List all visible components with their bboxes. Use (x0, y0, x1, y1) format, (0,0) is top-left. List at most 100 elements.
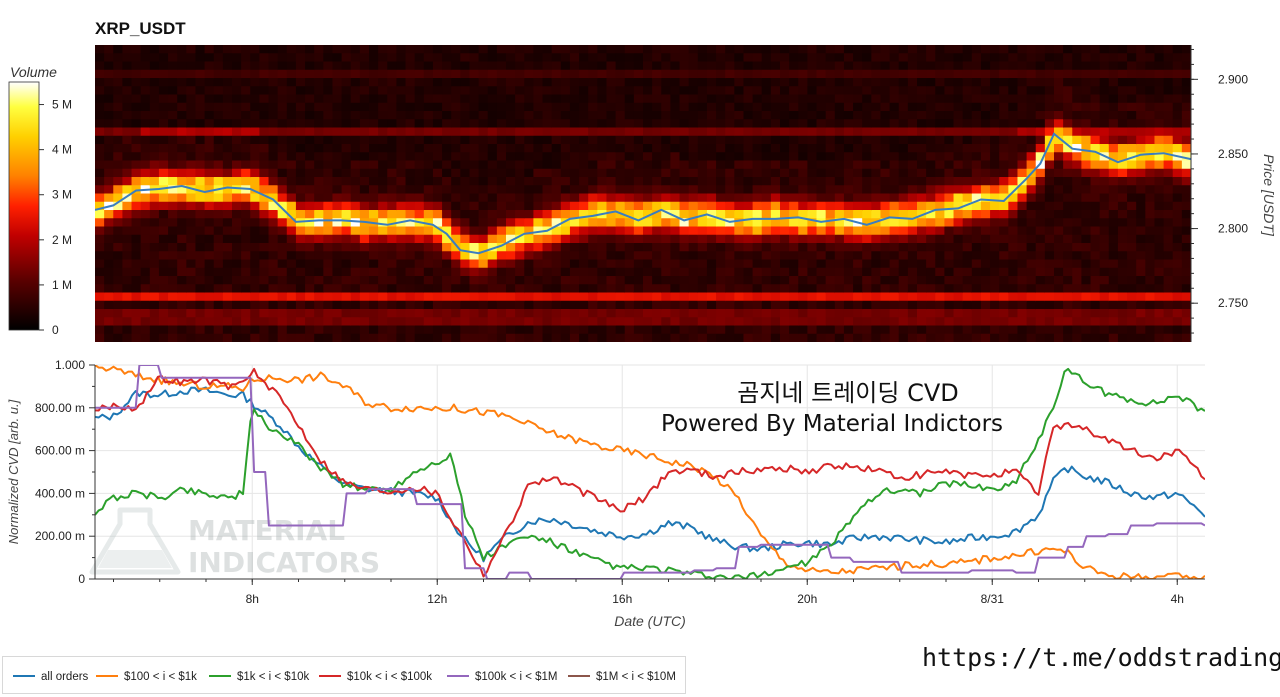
heatmap-cell (332, 45, 343, 54)
heatmap-cell (588, 102, 598, 112)
heatmap-cell (871, 69, 882, 79)
heatmap-cell (95, 292, 105, 302)
heatmap-cell (697, 201, 708, 211)
heatmap-cell (506, 300, 516, 310)
heatmap-cell (506, 111, 516, 120)
heatmap-cell (843, 119, 854, 129)
heatmap-cell (1035, 210, 1046, 219)
heatmap-cell (898, 160, 909, 170)
heatmap-cell (149, 251, 160, 261)
legend-item[interactable]: $1k < i < $10k (209, 671, 309, 683)
heatmap-cell (533, 45, 544, 54)
heatmap-cell (1163, 234, 1174, 244)
heatmap-cell (834, 226, 845, 236)
heatmap-cell (396, 111, 407, 120)
heatmap-cell (1117, 53, 1128, 63)
heatmap-cell (871, 251, 882, 261)
heatmap-cell (606, 193, 617, 203)
heatmap-cell (1090, 86, 1101, 96)
heatmap-cell (643, 193, 653, 203)
heatmap-cell (1154, 86, 1165, 96)
heatmap-cell (341, 218, 352, 228)
heatmap-cell (1099, 317, 1110, 327)
heatmap-cell (944, 168, 955, 178)
heatmap-cell (149, 259, 160, 269)
heatmap-cell (350, 111, 361, 120)
heatmap-cell (314, 309, 324, 318)
heatmap-cell (816, 152, 827, 162)
heatmap-cell (615, 78, 626, 87)
legend-item[interactable]: all orders (13, 671, 88, 683)
heatmap-cell (222, 226, 233, 236)
heatmap-cell (834, 259, 845, 269)
heatmap-cell (551, 177, 562, 186)
heatmap-cell (359, 61, 370, 71)
heatmap-cell (743, 333, 754, 342)
heatmap-cell (241, 69, 251, 79)
legend-item[interactable]: $10k < i < $100k (319, 671, 432, 683)
heatmap-cell (432, 210, 443, 219)
heatmap-cell (716, 61, 726, 71)
heatmap-cell (962, 309, 973, 318)
heatmap-cell (980, 168, 991, 178)
heatmap-cell (917, 177, 927, 186)
heatmap-cell (131, 78, 142, 87)
heatmap-cell (1099, 292, 1110, 302)
heatmap-cell (624, 284, 635, 294)
heatmap-cell (697, 193, 708, 203)
heatmap-cell (825, 243, 836, 252)
telegram-link[interactable]: https://t.me/oddstrading2 (922, 643, 1280, 672)
legend-item[interactable]: $1M < i < $10M (568, 671, 676, 683)
heatmap-cell (1117, 185, 1128, 195)
heatmap-y-tick-label: 2.750 (1218, 296, 1248, 310)
heatmap-cell (1035, 185, 1046, 195)
heatmap-cell (716, 177, 726, 186)
heatmap-cell (496, 53, 507, 63)
heatmap-cell (277, 111, 288, 120)
heatmap-cell (1145, 94, 1156, 104)
heatmap-cell (560, 78, 571, 87)
heatmap-cell (149, 86, 160, 96)
heatmap-cell (716, 78, 726, 87)
heatmap-cell (451, 218, 461, 228)
heatmap-cell (551, 218, 562, 228)
heatmap-cell (661, 45, 671, 54)
heatmap-cell (542, 177, 553, 186)
heatmap-cell (341, 292, 352, 302)
heatmap-cell (1017, 119, 1028, 129)
heatmap-cell (496, 210, 507, 219)
heatmap-cell (880, 111, 891, 120)
legend-item[interactable]: $100k < i < $1M (447, 671, 557, 683)
heatmap-cell (1145, 201, 1156, 211)
heatmap-cell (1035, 94, 1046, 104)
heatmap-cell (250, 333, 260, 342)
heatmap-cell (725, 226, 735, 236)
heatmap-cell (222, 152, 233, 162)
heatmap-cell (1145, 152, 1156, 162)
heatmap-cell (131, 61, 142, 71)
heatmap-cell (770, 111, 781, 120)
heatmap-cell (661, 152, 671, 162)
heatmap-cell (277, 185, 288, 195)
heatmap-cell (853, 243, 863, 252)
heatmap-cell (350, 234, 361, 244)
heatmap-cell (569, 317, 580, 327)
heatmap-cell (478, 234, 489, 244)
heatmap-cell (706, 111, 717, 120)
legend-item[interactable]: $100 < i < $1k (96, 671, 197, 683)
heatmap-cell (168, 144, 178, 153)
heatmap-cell (131, 45, 142, 54)
heatmap-cell (1017, 69, 1028, 79)
heatmap-cell (469, 259, 480, 269)
heatmap-cell (907, 309, 918, 318)
heatmap-cell (643, 234, 653, 244)
heatmap-cell (350, 243, 361, 252)
heatmap-cell (853, 284, 863, 294)
heatmap-cell (232, 127, 242, 137)
heatmap-cell (213, 177, 224, 186)
heatmap-cell (451, 152, 461, 162)
heatmap-cell (95, 251, 105, 261)
heatmap-cell (1172, 78, 1183, 87)
heatmap-cell (971, 160, 982, 170)
heatmap-cell (734, 226, 745, 236)
